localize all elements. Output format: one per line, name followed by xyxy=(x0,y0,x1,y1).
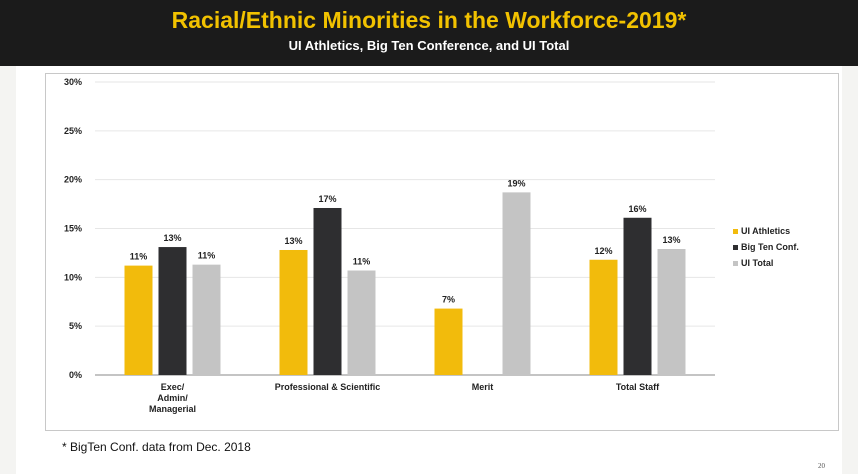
y-tick-label: 25% xyxy=(64,126,82,136)
bar xyxy=(158,247,187,375)
data-label: 7% xyxy=(442,295,455,305)
data-label: 16% xyxy=(628,204,646,214)
slide-title: Racial/Ethnic Minorities in the Workforc… xyxy=(171,7,687,33)
y-tick-label: 10% xyxy=(64,272,82,282)
x-category-label: Exec/ xyxy=(161,382,185,392)
x-category-label: Admin/ xyxy=(157,393,188,403)
footnote: * BigTen Conf. data from Dec. 2018 xyxy=(62,440,251,454)
data-label: 11% xyxy=(130,252,148,262)
legend-swatch xyxy=(733,229,738,234)
bar xyxy=(347,270,376,375)
bar xyxy=(279,249,308,375)
slide-subtitle: UI Athletics, Big Ten Conference, and UI… xyxy=(288,38,570,53)
bar xyxy=(657,249,686,375)
x-category-label: Managerial xyxy=(149,404,196,414)
y-tick-label: 5% xyxy=(69,321,82,331)
bar xyxy=(589,259,618,375)
legend-swatch xyxy=(733,261,738,266)
data-label: 13% xyxy=(662,235,680,245)
data-label: 19% xyxy=(507,178,525,188)
bar xyxy=(192,264,221,375)
bar xyxy=(623,217,652,375)
data-label: 11% xyxy=(198,251,216,261)
bar xyxy=(313,207,342,375)
data-label: 17% xyxy=(318,194,336,204)
legend-swatch xyxy=(733,245,738,250)
legend-label: UI Total xyxy=(741,258,773,268)
x-category-label: Total Staff xyxy=(616,382,660,392)
legend-label: Big Ten Conf. xyxy=(741,242,799,252)
x-category-label: Professional & Scientific xyxy=(275,382,381,392)
data-label: 12% xyxy=(594,246,612,256)
page-number: 20 xyxy=(818,462,825,470)
bar xyxy=(124,265,153,375)
data-label: 13% xyxy=(284,236,302,246)
y-tick-label: 0% xyxy=(69,370,82,380)
slide-header: Racial/Ethnic Minorities in the Workforc… xyxy=(0,0,858,66)
legend-label: UI Athletics xyxy=(741,226,790,236)
y-tick-label: 20% xyxy=(64,175,82,185)
bar xyxy=(502,192,531,375)
bar xyxy=(434,308,463,375)
y-tick-label: 30% xyxy=(64,77,82,87)
x-category-label: Merit xyxy=(472,382,494,392)
y-tick-label: 15% xyxy=(64,224,82,234)
data-label: 13% xyxy=(163,233,181,243)
data-label: 11% xyxy=(353,256,371,266)
